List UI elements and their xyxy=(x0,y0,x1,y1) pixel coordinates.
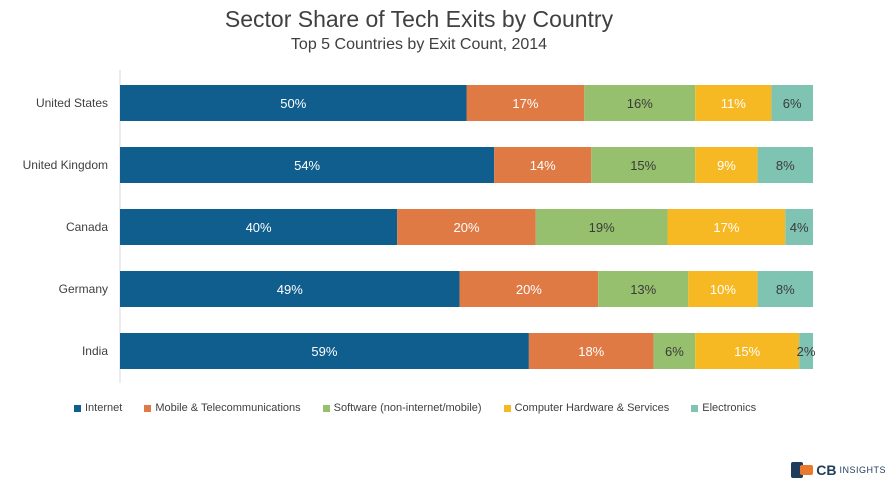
bar-segment xyxy=(695,333,800,369)
bar-value-label: 18% xyxy=(578,344,604,359)
legend-swatch xyxy=(74,404,81,412)
brand-insights-text: INSIGHTS xyxy=(839,465,886,475)
legend-item: Electronics xyxy=(691,402,756,414)
category-label: United States xyxy=(36,96,108,110)
bar-segment xyxy=(667,209,786,245)
legend-swatch xyxy=(144,404,152,412)
bar-value-label: 9% xyxy=(717,158,736,173)
bar-value-label: 49% xyxy=(277,282,303,297)
chart-subtitle: Top 5 Countries by Exit Count, 2014 xyxy=(290,36,548,53)
legend-item: Mobile & Telecommunications xyxy=(144,402,301,414)
bar-segment xyxy=(598,271,689,307)
legend-label: Electronics xyxy=(702,402,757,414)
bar-value-label: 20% xyxy=(453,220,479,235)
legend-label: Internet xyxy=(85,402,123,414)
bar-value-label: 15% xyxy=(734,344,760,359)
bar-value-label: 20% xyxy=(516,282,542,297)
chart-legend: Internet Mobile & Telecommunications Softw… xyxy=(74,402,756,414)
bar-value-label: 50% xyxy=(280,96,306,111)
bar-value-label: 8% xyxy=(776,158,795,173)
bar-value-label: 54% xyxy=(294,158,320,173)
bar-value-label: 11% xyxy=(721,96,746,111)
bar-segment xyxy=(535,209,668,245)
bar-value-label: 4% xyxy=(790,220,809,235)
category-label: Canada xyxy=(66,220,108,234)
bar-segment xyxy=(695,147,758,183)
bar-segment xyxy=(466,85,585,121)
bar-segment xyxy=(757,271,813,307)
bar-value-label: 14% xyxy=(530,158,556,173)
bar-value-label: 59% xyxy=(311,344,337,359)
cb-insights-logo-icon xyxy=(791,462,814,478)
bar-segment xyxy=(120,333,529,369)
bar-segment xyxy=(688,271,758,307)
cb-insights-logo: CB INSIGHTS xyxy=(791,462,886,478)
legend-item: Software (non-internet/mobile) xyxy=(322,402,482,414)
bar-value-label: 17% xyxy=(713,220,739,235)
bar-segment xyxy=(757,147,813,183)
legend-swatch xyxy=(322,404,330,412)
bar-segment xyxy=(771,85,813,121)
chart-title: Sector Share of Tech Exits by Country xyxy=(224,6,614,32)
bar-value-label: 19% xyxy=(589,220,615,235)
bar-segment xyxy=(120,147,495,183)
brand-cb-text: CB xyxy=(816,462,837,478)
category-label: United Kingdom xyxy=(23,158,108,172)
bar-value-label: 6% xyxy=(783,96,802,111)
bar-value-label: 10% xyxy=(710,282,736,297)
bar-segment xyxy=(397,209,536,245)
category-label: India xyxy=(82,344,108,358)
bar-value-label: 6% xyxy=(665,344,684,359)
bar-value-label: 8% xyxy=(776,282,795,297)
bar-segment xyxy=(528,333,654,369)
bar-segment xyxy=(591,147,696,183)
legend-label: Mobile & Telecommunications xyxy=(155,402,301,414)
bar-segment xyxy=(120,209,398,245)
bar-segment xyxy=(799,333,813,369)
bar-value-label: 17% xyxy=(512,96,538,111)
bar-segment xyxy=(785,209,813,245)
bar-segment xyxy=(494,147,592,183)
bar-value-label: 13% xyxy=(630,282,656,297)
bar-value-label: 40% xyxy=(246,220,272,235)
bar-segment xyxy=(459,271,599,307)
bar-segment xyxy=(695,85,772,121)
legend-swatch xyxy=(503,404,511,412)
bar-segment xyxy=(653,333,696,369)
legend-label: Software (non-internet/mobile) xyxy=(333,402,482,414)
bar-segment xyxy=(120,271,460,307)
legend-label: Computer Hardware & Services xyxy=(514,402,670,414)
bar-value-label: 15% xyxy=(630,158,656,173)
legend-item: Computer Hardware & Services xyxy=(503,402,670,414)
legend-swatch xyxy=(691,404,699,412)
category-label: Germany xyxy=(59,282,108,296)
legend-item: Internet xyxy=(74,402,122,414)
bar-segment xyxy=(120,85,467,121)
bar-value-label: 16% xyxy=(627,96,653,111)
bar-segment xyxy=(584,85,696,121)
bar-value-label: 2% xyxy=(797,344,816,359)
